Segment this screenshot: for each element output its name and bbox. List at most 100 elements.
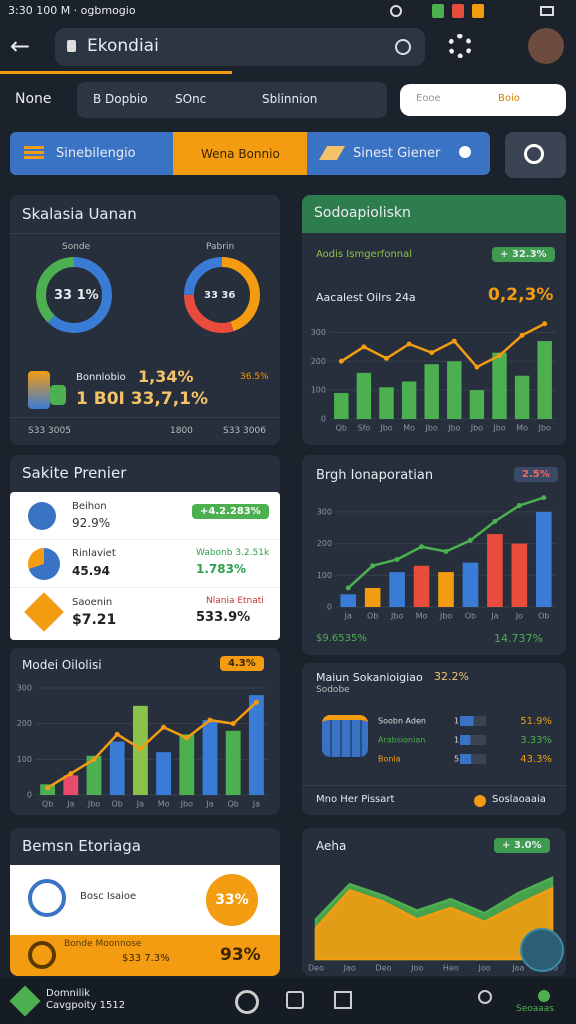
item-title: Beihon [72, 501, 107, 512]
back-button[interactable]: ← [10, 32, 31, 60]
donut-segment [184, 257, 260, 333]
fab[interactable] [520, 928, 564, 972]
pill-option[interactable]: Boio [498, 93, 520, 104]
search-text: Ekondiai [87, 36, 159, 56]
item-badge: 1.783% [196, 562, 246, 576]
x-tick-label: Joo [477, 964, 490, 973]
bar [202, 720, 218, 795]
icon [390, 5, 402, 17]
x-tick-label: Jbo [447, 424, 460, 433]
x-tick-label: Ja [205, 800, 213, 809]
status-icons [390, 4, 566, 18]
item-title: Bosc Isaioe [80, 891, 137, 902]
x-tick-label: Deo [375, 964, 391, 973]
row-label: Bonla [378, 755, 401, 764]
y-tick-label: 100 [317, 571, 332, 580]
x-tick-label: Qb [336, 424, 347, 433]
chip[interactable]: SOnc [175, 92, 207, 106]
lock-icon [67, 40, 76, 52]
settings-button[interactable] [448, 34, 472, 58]
x-tick-label: Qb [228, 800, 239, 809]
progress-track [460, 735, 486, 745]
storage-item[interactable]: Bosc Isaioe 33% [10, 865, 280, 935]
row-label: Arabsionian [378, 736, 425, 745]
bar [514, 375, 530, 419]
item-badge: 533.9% [196, 610, 251, 625]
line [340, 322, 546, 369]
tab[interactable]: Sinebilengio [10, 132, 173, 175]
y-tick-label: 100 [17, 755, 32, 764]
tab-icon [24, 146, 44, 160]
progress-bar [460, 716, 474, 726]
x-tick-label: Mo [416, 612, 428, 621]
stat-value: 1,34% [138, 367, 194, 386]
bar [248, 695, 264, 795]
search-icon [524, 144, 544, 164]
bar [537, 341, 552, 419]
bar [401, 381, 417, 419]
nav-button[interactable] [538, 990, 550, 1002]
tab-active[interactable]: Wena Bonnio [173, 132, 307, 175]
stat-side: 36.5% [240, 372, 269, 382]
bar [356, 372, 372, 419]
footer-text: S33 3006 [223, 426, 266, 436]
big-value: 1 B0I 33,7,1% [76, 389, 209, 409]
point [114, 731, 120, 737]
y-tick-label: 200 [17, 719, 32, 728]
chip[interactable]: Sblinnion [262, 92, 318, 106]
item-note: Nlania Etnati [206, 596, 264, 606]
nav-button[interactable] [478, 990, 492, 1004]
point [474, 364, 480, 370]
progress-bar [460, 735, 471, 745]
list-item[interactable]: Beihon 92.9% +4.2.283% [10, 492, 280, 540]
footer-text: 14.737% [494, 632, 543, 645]
chart-value: 0,2,3% [488, 285, 554, 305]
item-icon [24, 592, 64, 632]
x-tick-label: Jbo [492, 424, 505, 433]
tab[interactable]: Sinest Giener [307, 132, 490, 175]
avatar[interactable] [528, 28, 564, 64]
x-tick-label: Mo [403, 424, 415, 433]
y-tick-label: 300 [17, 684, 32, 693]
chip[interactable]: B Dopbio [93, 92, 148, 106]
premier-card: Sakite Prenier Beihon 92.9% +4.2.283% Ri… [10, 455, 280, 640]
storage-bottom[interactable]: Bonde Moonnose $33 7.3% 93% [10, 935, 280, 976]
search-button[interactable] [505, 132, 566, 178]
search-field[interactable]: Ekondiai [55, 28, 425, 66]
bar [86, 755, 102, 795]
x-tick-label: Ob [367, 612, 378, 621]
point [467, 537, 473, 543]
nav-text: Seoaaas [516, 1004, 554, 1014]
point [345, 585, 351, 591]
card-title: Sakite Prenier [22, 464, 127, 482]
item-value: $7.21 [72, 612, 117, 628]
nav-button[interactable] [334, 991, 352, 1009]
pill-option[interactable]: Eooe [416, 93, 441, 104]
list-item[interactable]: Rinlaviet 45.94 Wabonb 3.2.51k 1.783% [10, 540, 280, 588]
chart: 0 100 200 300 Qb Ja Jbo Ob Ja Mo Jbo Ja Qb Ja [17, 684, 268, 809]
toggle-pill[interactable]: Eooe Boio [400, 84, 566, 116]
filter-chips[interactable]: B Dopbio SOnc Sblinnion [77, 82, 387, 118]
nav-button[interactable] [235, 990, 259, 1014]
list-item[interactable]: Saoenin $7.21 Nlania Etnati 533.9% [10, 588, 280, 640]
item-icon [28, 548, 60, 580]
bar [469, 390, 485, 419]
row-label: Soobn Aden [378, 717, 426, 726]
point [516, 503, 522, 509]
stack-icon [50, 385, 66, 405]
point [45, 785, 51, 791]
item-value: 92.9% [72, 516, 111, 530]
card-title: Brgh Ionaporatian [316, 468, 434, 483]
badge: + 32.3% [492, 247, 555, 262]
divider [302, 785, 566, 786]
point [451, 338, 457, 344]
y-tick-label: 0 [321, 415, 326, 424]
footer-text: 1800 [170, 426, 193, 436]
card-title: Skalasia Uanan [22, 205, 137, 223]
item-icon [28, 502, 56, 530]
nav-button[interactable] [286, 991, 304, 1009]
x-tick-label: Mo [516, 424, 528, 433]
chart: DeoJaoDeoJooHeoJooJaaJoo [308, 876, 558, 973]
icon [472, 4, 484, 18]
donuts [36, 257, 260, 333]
